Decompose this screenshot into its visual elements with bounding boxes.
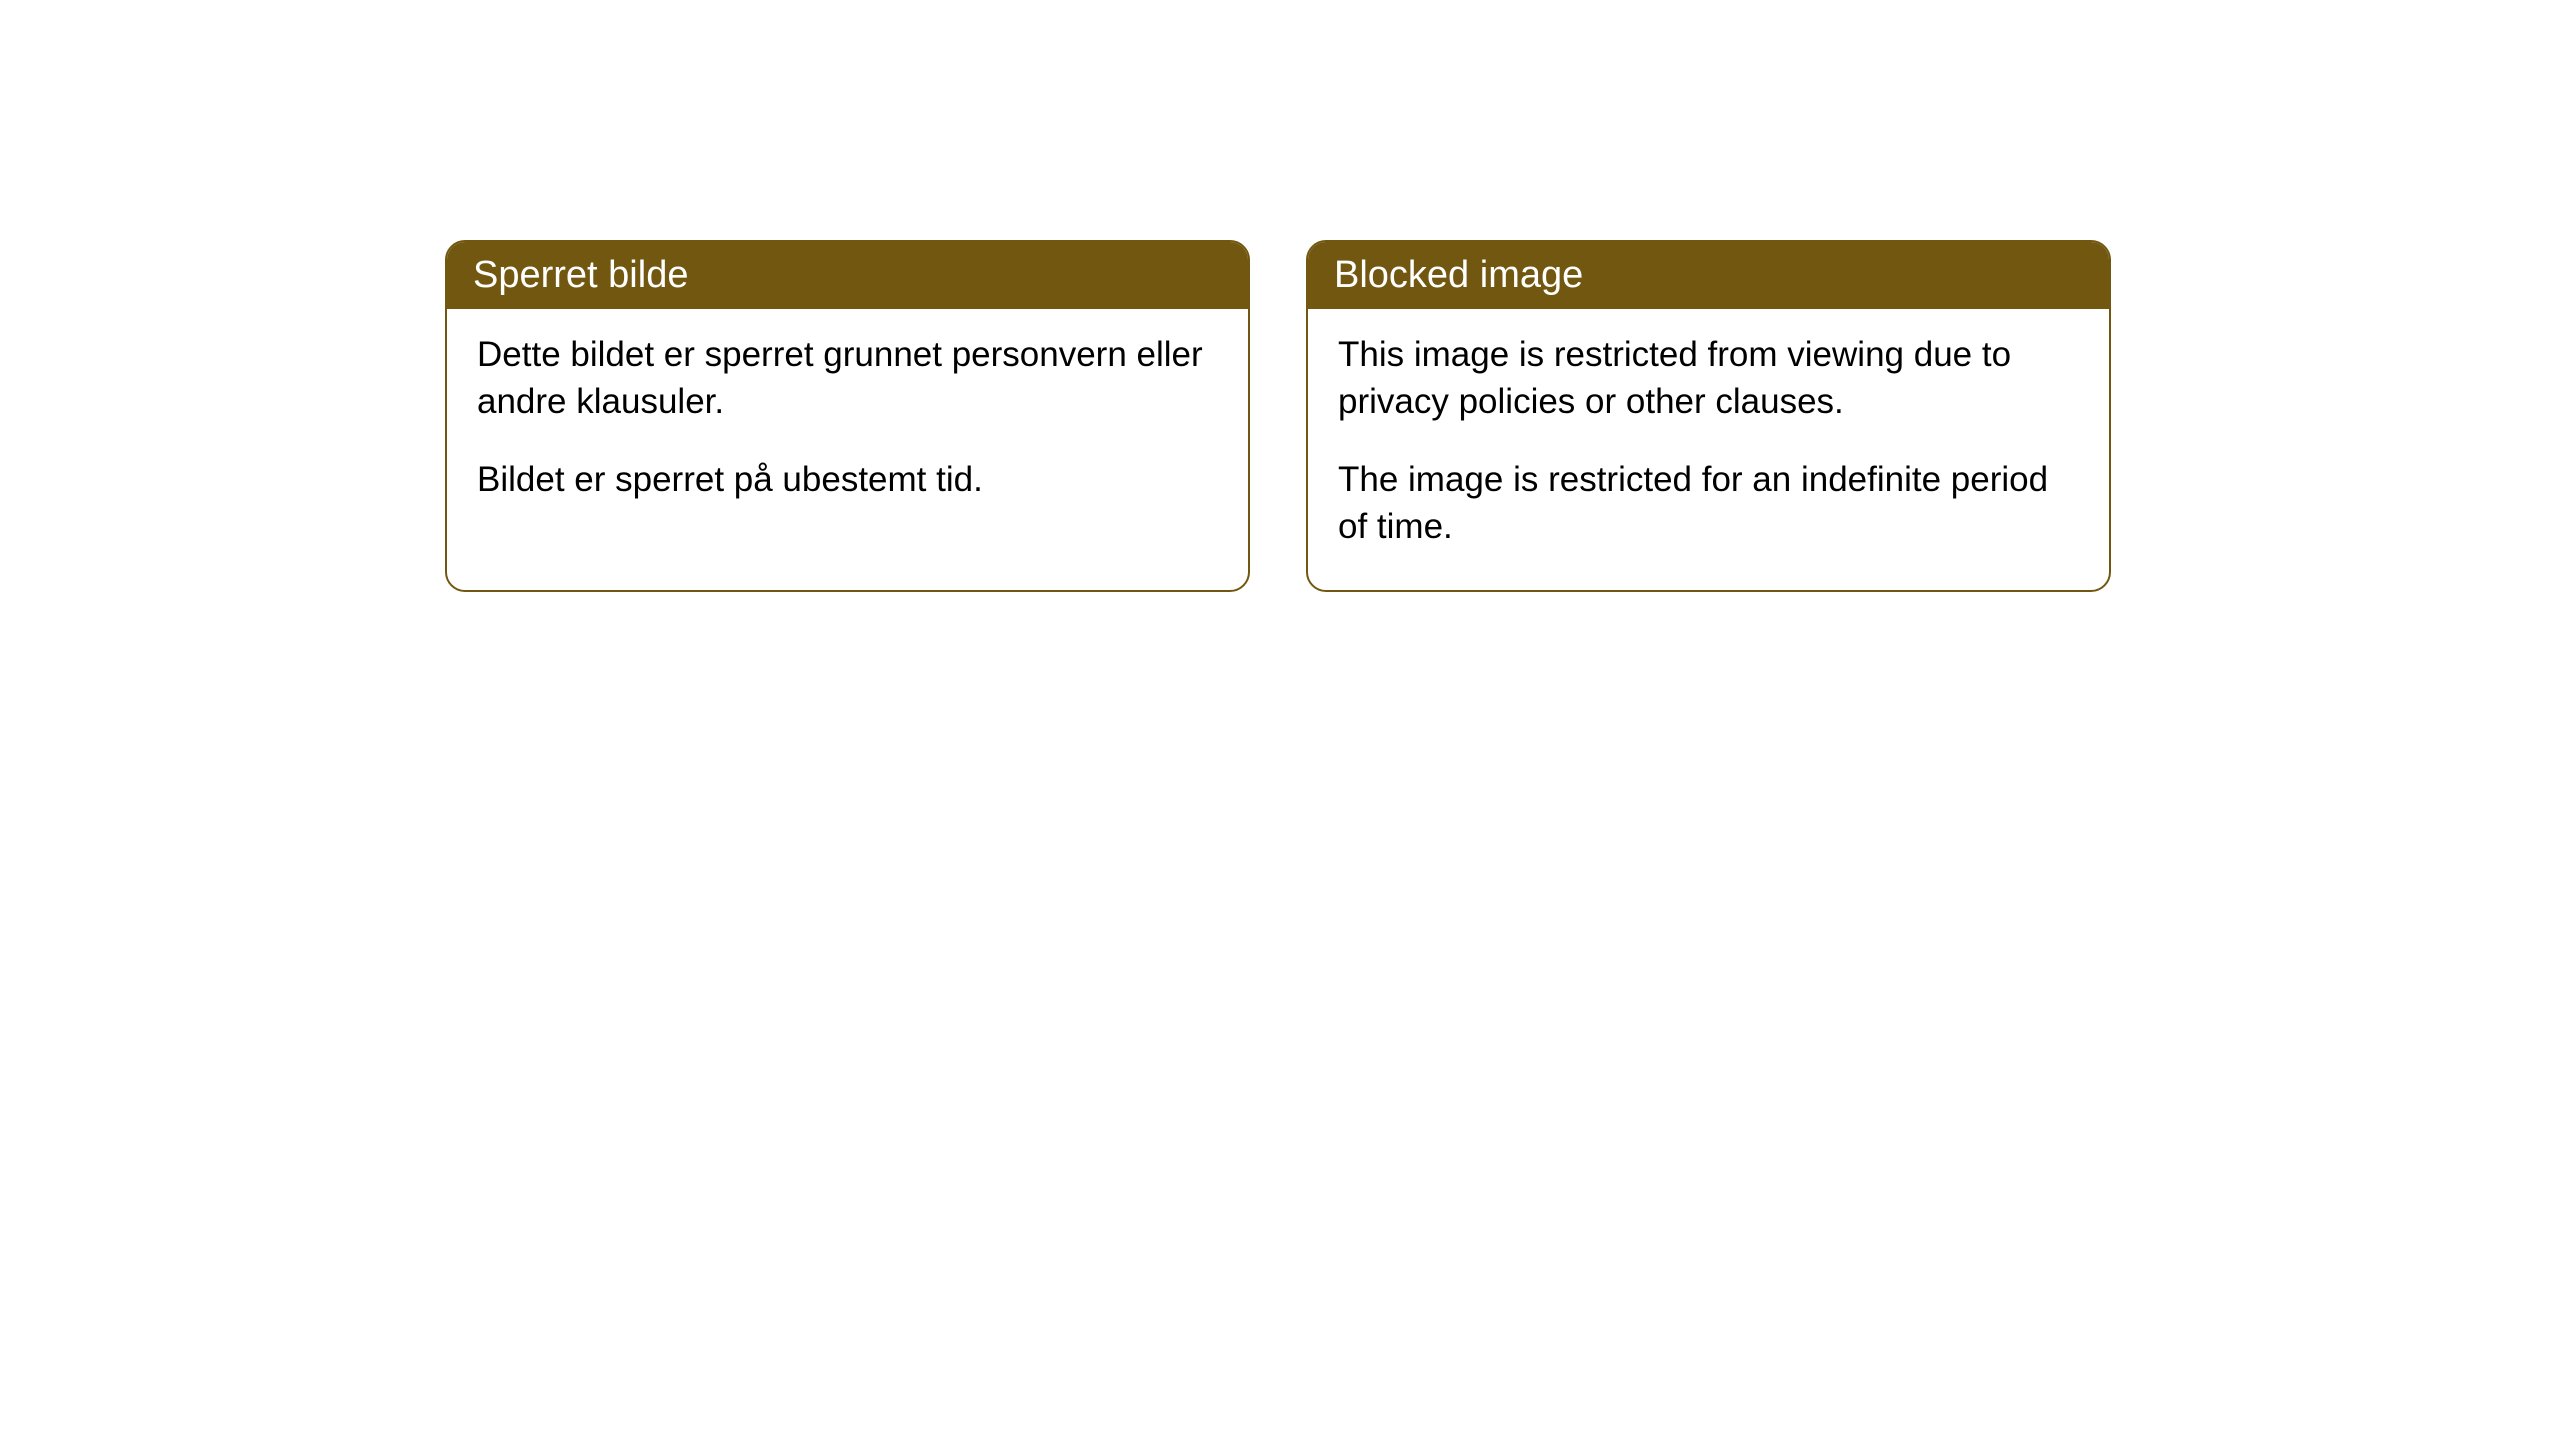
blocked-image-card-english: Blocked image This image is restricted f… — [1306, 240, 2111, 592]
card-paragraph: Bildet er sperret på ubestemt tid. — [477, 456, 1218, 503]
cards-container: Sperret bilde Dette bildet er sperret gr… — [445, 240, 2111, 592]
card-body: Dette bildet er sperret grunnet personve… — [447, 309, 1248, 543]
card-title: Blocked image — [1334, 254, 1583, 296]
card-body: This image is restricted from viewing du… — [1308, 309, 2109, 590]
card-paragraph: This image is restricted from viewing du… — [1338, 331, 2079, 426]
card-paragraph: Dette bildet er sperret grunnet personve… — [477, 331, 1218, 426]
card-paragraph: The image is restricted for an indefinit… — [1338, 456, 2079, 551]
card-header: Blocked image — [1308, 242, 2109, 309]
card-header: Sperret bilde — [447, 242, 1248, 309]
card-title: Sperret bilde — [473, 254, 688, 296]
blocked-image-card-norwegian: Sperret bilde Dette bildet er sperret gr… — [445, 240, 1250, 592]
